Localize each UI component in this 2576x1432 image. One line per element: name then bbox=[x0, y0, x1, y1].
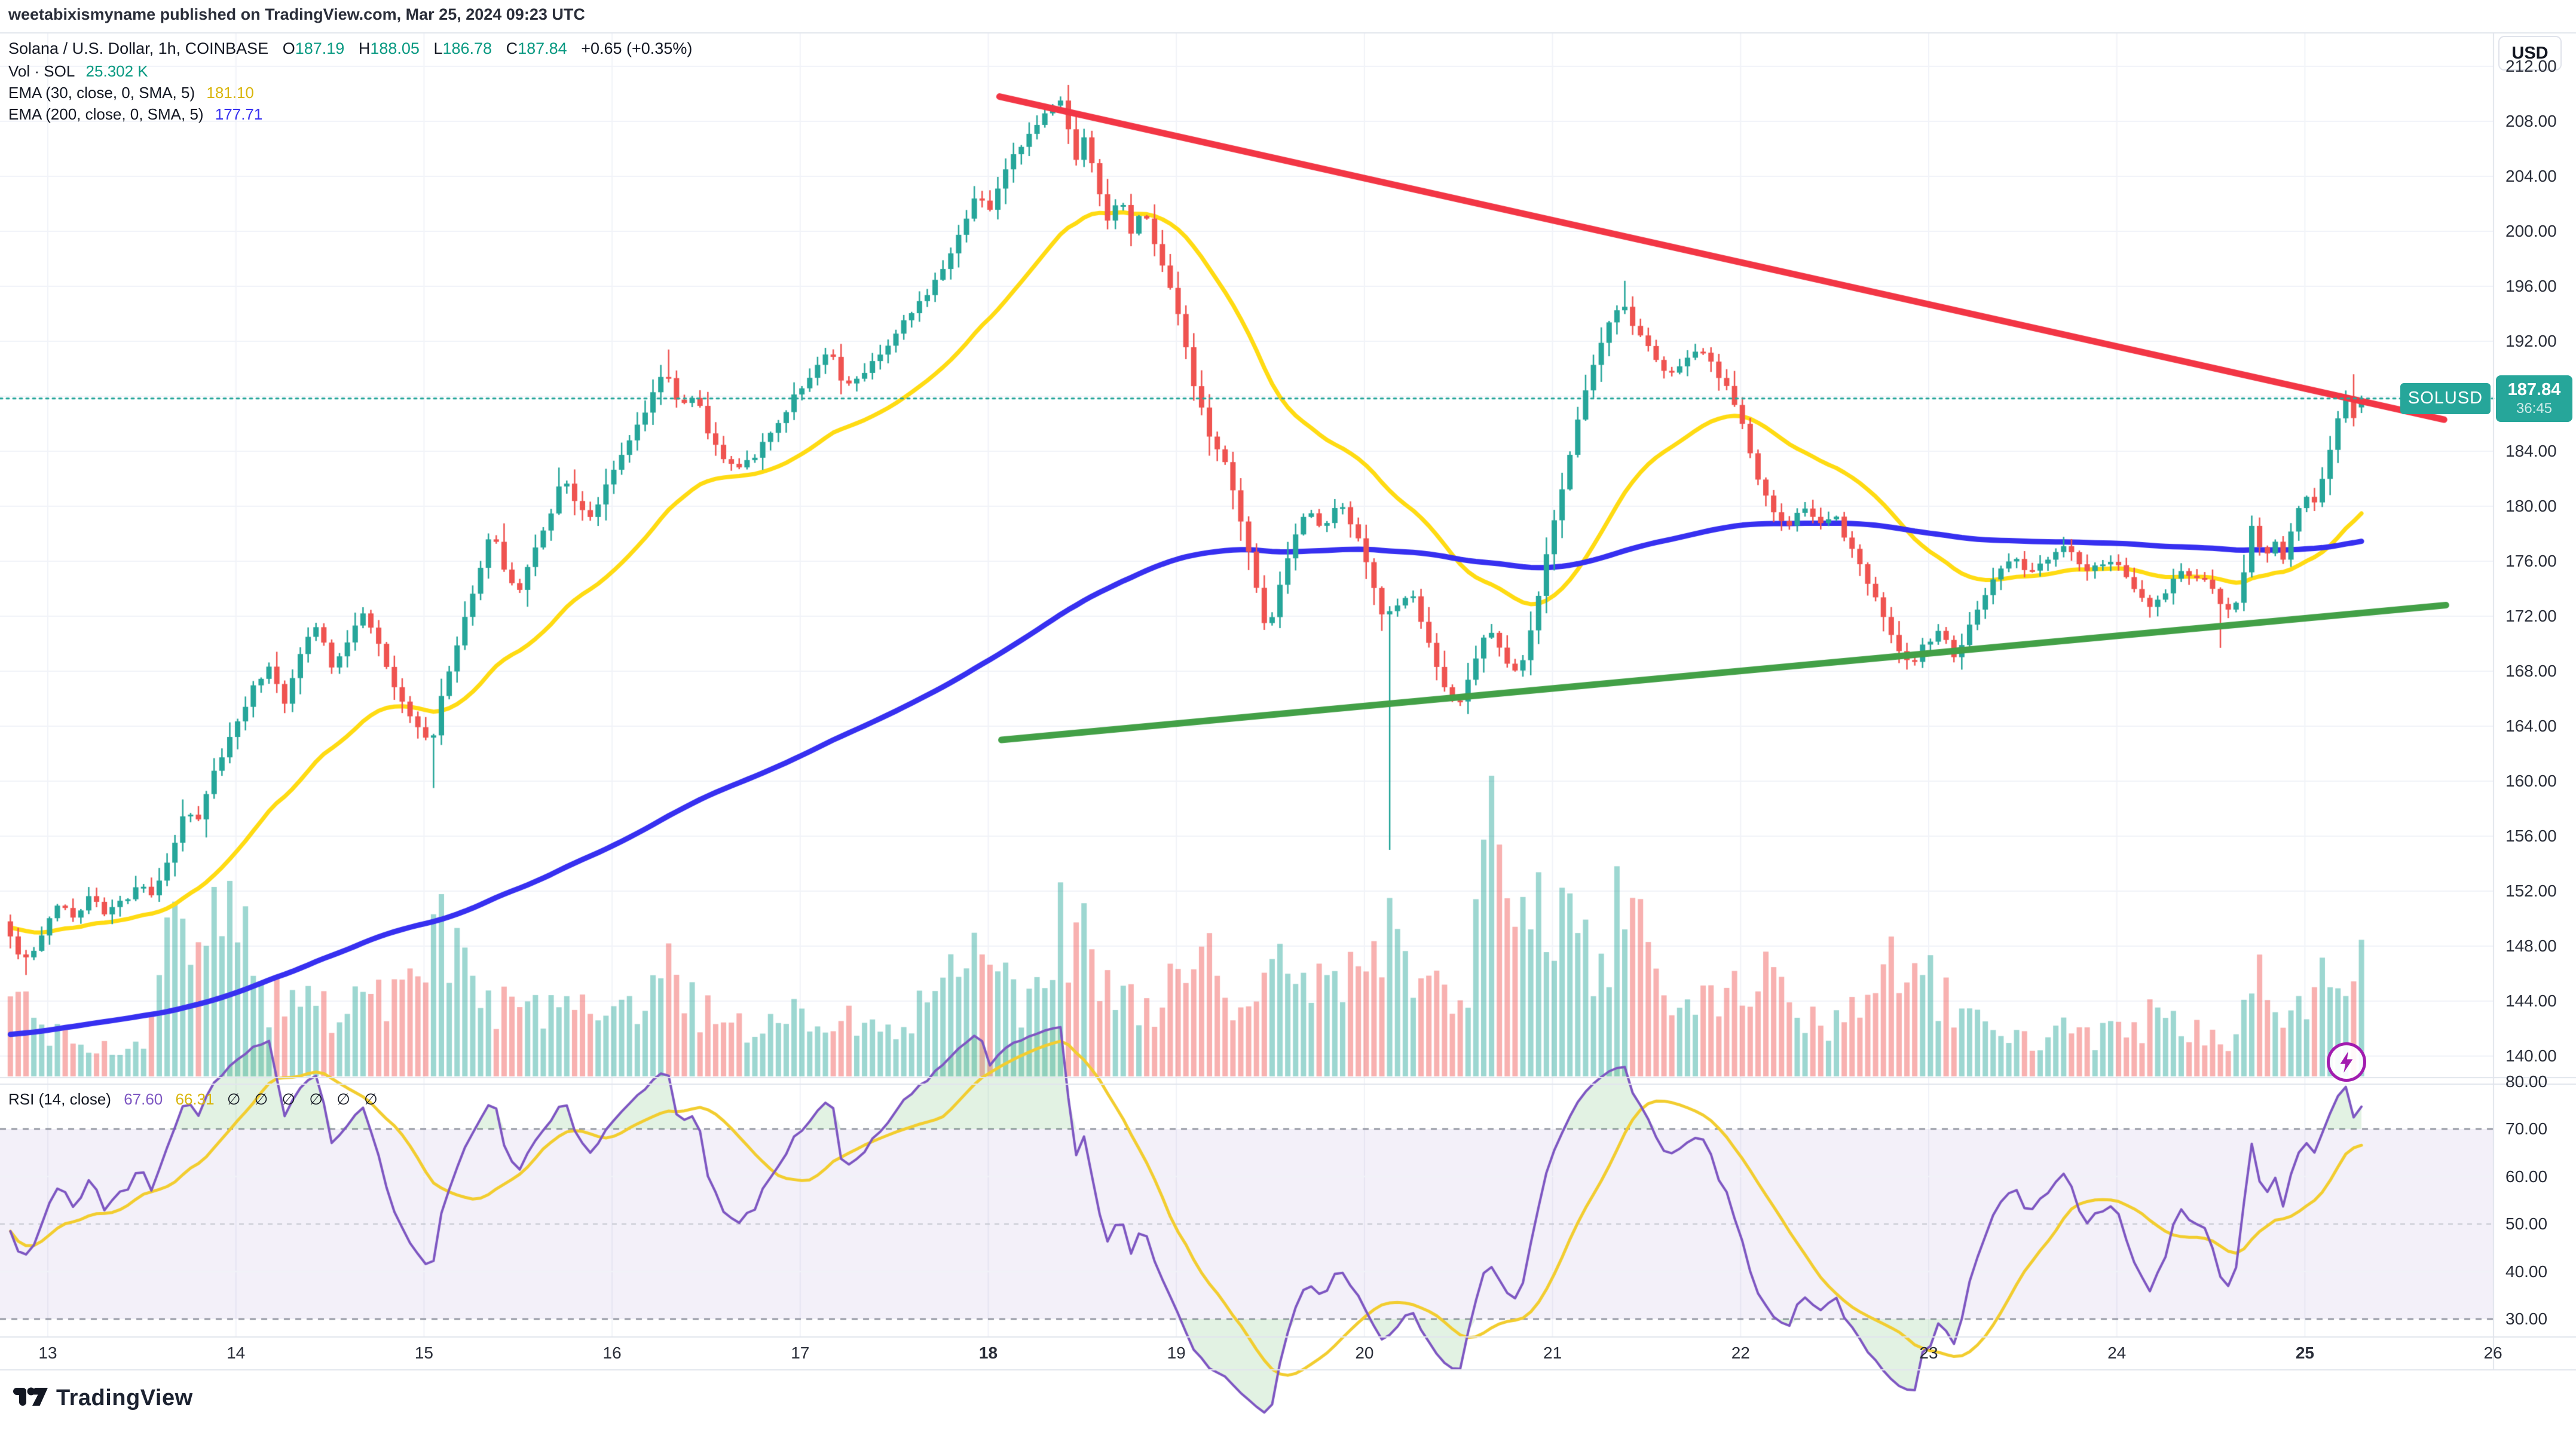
time-tick-label: 22 bbox=[1731, 1344, 1750, 1362]
price-tick-label: 204.00 bbox=[2505, 167, 2557, 185]
price-tick-label: 160.00 bbox=[2505, 772, 2557, 790]
lightning-bolt-icon bbox=[2340, 1051, 2353, 1073]
ohlc-close: C187.84 bbox=[506, 39, 567, 57]
rsi-title: RSI (14, close) bbox=[8, 1090, 111, 1108]
time-tick-label: 13 bbox=[38, 1344, 57, 1362]
time-tick-label: 21 bbox=[1543, 1344, 1562, 1362]
price-tick-label: 192.00 bbox=[2505, 332, 2557, 350]
time-tick-label: 14 bbox=[227, 1344, 246, 1362]
time-tick-label: 15 bbox=[414, 1344, 433, 1362]
price-tick-label: 144.00 bbox=[2505, 992, 2557, 1010]
last-price-axis-label: 187.84 36:45 bbox=[2496, 375, 2572, 422]
price-change: +0.65 (+0.35%) bbox=[581, 39, 693, 57]
bar-countdown: 36:45 bbox=[2516, 400, 2553, 417]
price-line-symbol-tag: SOLUSD bbox=[2400, 383, 2491, 414]
rsi-tick-label: 80.00 bbox=[2505, 1072, 2548, 1091]
price-tick-label: 168.00 bbox=[2505, 662, 2557, 680]
volume-label: Vol · SOL bbox=[8, 62, 75, 80]
rsi-legend-row[interactable]: RSI (14, close) 67.60 66.31 ∅ ∅ ∅ ∅ ∅ ∅ bbox=[8, 1090, 383, 1109]
price-tick-label: 212.00 bbox=[2505, 57, 2557, 75]
price-tick-label: 200.00 bbox=[2505, 222, 2557, 240]
time-tick-label: 25 bbox=[2295, 1344, 2314, 1362]
rsi-tick-label: 70.00 bbox=[2505, 1119, 2548, 1138]
time-tick-label: 23 bbox=[1919, 1344, 1938, 1362]
symbol-legend-row[interactable]: Solana / U.S. Dollar, 1h, COINBASE O187.… bbox=[8, 39, 692, 58]
price-tick-label: 184.00 bbox=[2505, 442, 2557, 460]
rsi-value: 67.60 bbox=[124, 1090, 163, 1108]
ema30-label: EMA (30, close, 0, SMA, 5) bbox=[8, 84, 195, 102]
ema200-label: EMA (200, close, 0, SMA, 5) bbox=[8, 105, 204, 123]
time-tick-label: 24 bbox=[2107, 1344, 2127, 1362]
price-tick-label: 152.00 bbox=[2505, 882, 2557, 900]
ohlc-open: O187.19 bbox=[282, 39, 345, 57]
rsi-tick-label: 40.00 bbox=[2505, 1262, 2548, 1281]
time-tick-label: 19 bbox=[1167, 1344, 1186, 1362]
price-tick-label: 172.00 bbox=[2505, 607, 2557, 625]
price-tick-label: 208.00 bbox=[2505, 112, 2557, 130]
time-tick-label: 20 bbox=[1355, 1344, 1374, 1362]
price-tick-label: 196.00 bbox=[2505, 277, 2557, 295]
price-tick-label: 156.00 bbox=[2505, 827, 2557, 845]
ohlc-high: H188.05 bbox=[358, 39, 420, 57]
tradingview-logo[interactable]: TradingView bbox=[13, 1385, 193, 1411]
ohlc-low: L186.78 bbox=[433, 39, 492, 57]
volume-legend-row[interactable]: Vol · SOL 25.302 K bbox=[8, 62, 148, 81]
rsi-ma-value: 66.31 bbox=[175, 1090, 215, 1108]
price-tick-label: 180.00 bbox=[2505, 497, 2557, 515]
time-tick-label: 18 bbox=[978, 1344, 998, 1362]
symbol-title: Solana / U.S. Dollar, 1h, COINBASE bbox=[8, 39, 269, 57]
instant-trading-button[interactable] bbox=[2327, 1042, 2366, 1082]
ema30-legend-row[interactable]: EMA (30, close, 0, SMA, 5) 181.10 bbox=[8, 84, 254, 102]
rsi-empty-values: ∅ ∅ ∅ ∅ ∅ ∅ bbox=[227, 1090, 383, 1108]
price-tick-label: 140.00 bbox=[2505, 1047, 2557, 1065]
rsi-tick-label: 60.00 bbox=[2505, 1167, 2548, 1186]
time-tick-label: 16 bbox=[602, 1344, 622, 1362]
ema30-value: 181.10 bbox=[206, 84, 254, 102]
watermark-publish-info: weetabixismyname published on TradingVie… bbox=[8, 5, 585, 23]
price-tick-label: 148.00 bbox=[2505, 937, 2557, 955]
time-tick-label: 17 bbox=[791, 1344, 810, 1362]
last-price-value: 187.84 bbox=[2507, 380, 2561, 400]
volume-value: 25.302 K bbox=[85, 62, 148, 80]
rsi-tick-label: 50.00 bbox=[2505, 1214, 2548, 1233]
price-tick-label: 176.00 bbox=[2505, 552, 2557, 570]
tradingview-logo-icon bbox=[13, 1387, 48, 1406]
price-tick-label: 164.00 bbox=[2505, 717, 2557, 735]
rsi-tick-label: 30.00 bbox=[2505, 1309, 2548, 1328]
tradingview-logo-text: TradingView bbox=[56, 1385, 193, 1410]
ema200-legend-row[interactable]: EMA (200, close, 0, SMA, 5) 177.71 bbox=[8, 105, 262, 124]
currency-toggle-button[interactable]: USD bbox=[2498, 36, 2562, 71]
time-tick-label: 26 bbox=[2483, 1344, 2502, 1362]
ema200-value: 177.71 bbox=[215, 105, 263, 123]
